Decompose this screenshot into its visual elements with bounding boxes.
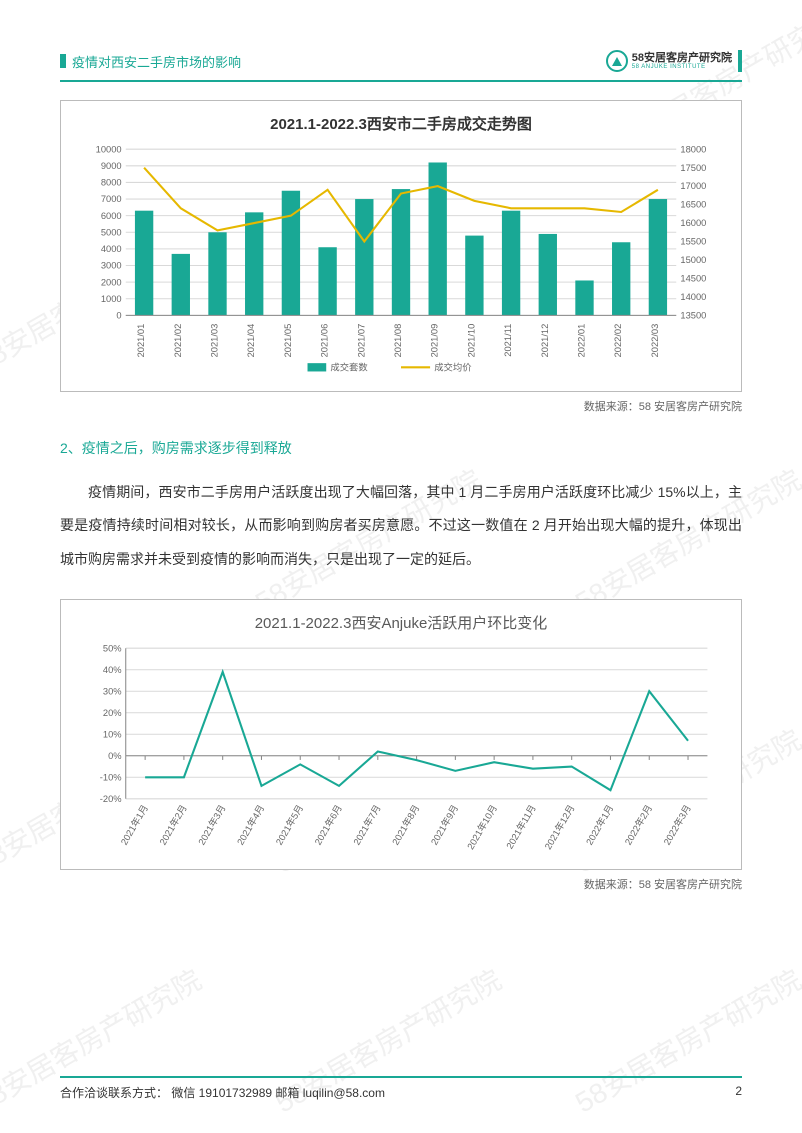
chart1-title: 2021.1-2022.3西安市二手房成交走势图: [79, 113, 723, 134]
header-title: 疫情对西安二手房市场的影响: [72, 52, 241, 71]
svg-text:18000: 18000: [680, 144, 706, 154]
svg-text:7000: 7000: [101, 194, 122, 204]
svg-text:2021年11月: 2021年11月: [504, 802, 538, 850]
svg-text:2022年1月: 2022年1月: [583, 802, 615, 846]
svg-text:成交套数: 成交套数: [330, 361, 368, 372]
svg-text:2021/12: 2021/12: [540, 324, 550, 358]
svg-text:2021年3月: 2021年3月: [196, 802, 228, 846]
svg-text:-10%: -10%: [100, 772, 122, 782]
section2-heading: 2、疫情之后，购房需求逐步得到释放: [60, 438, 742, 458]
svg-text:2021/04: 2021/04: [246, 324, 256, 358]
svg-text:2021/10: 2021/10: [466, 324, 476, 358]
chart2-container: 2021.1-2022.3西安Anjuke活跃用户环比变化 -20% -10% 0%…: [60, 599, 742, 870]
svg-text:13500: 13500: [680, 310, 706, 320]
footer-contact: 合作洽谈联系方式： 微信 19101732989 邮箱 luqilin@58.c…: [60, 1084, 385, 1101]
svg-text:8000: 8000: [101, 178, 122, 188]
svg-text:2021年2月: 2021年2月: [157, 802, 189, 846]
svg-text:2021/07: 2021/07: [356, 324, 366, 358]
svg-text:2022年2月: 2022年2月: [622, 802, 654, 846]
svg-text:15000: 15000: [680, 255, 706, 265]
svg-text:40%: 40%: [103, 664, 122, 674]
svg-text:2021年1月: 2021年1月: [118, 802, 150, 846]
svg-text:2021年7月: 2021年7月: [351, 802, 383, 846]
svg-text:6000: 6000: [101, 211, 122, 221]
svg-text:2021/08: 2021/08: [393, 324, 403, 358]
svg-text:-20%: -20%: [100, 794, 122, 804]
svg-text:17500: 17500: [680, 163, 706, 173]
chart2-title: 2021.1-2022.3西安Anjuke活跃用户环比变化: [79, 612, 723, 633]
footer-page-number: 2: [735, 1084, 742, 1101]
svg-text:10%: 10%: [103, 729, 122, 739]
logo-text-en: 58 ANJUKE INSTITUTE: [632, 64, 732, 70]
svg-text:0: 0: [116, 310, 121, 320]
svg-text:2000: 2000: [101, 277, 122, 287]
svg-text:2022/03: 2022/03: [650, 324, 660, 358]
brand-logo: 58安居客房产研究院 58 ANJUKE INSTITUTE: [606, 50, 742, 72]
svg-text:14500: 14500: [680, 274, 706, 284]
chart1-source: 数据来源：58 安居客房产研究院: [60, 398, 742, 414]
header-accent-bar: [60, 54, 66, 68]
svg-text:16500: 16500: [680, 200, 706, 210]
chart2-source: 数据来源：58 安居客房产研究院: [60, 876, 742, 892]
svg-text:成交均价: 成交均价: [434, 361, 472, 372]
svg-text:14000: 14000: [680, 292, 706, 302]
svg-text:30%: 30%: [103, 686, 122, 696]
svg-text:3000: 3000: [101, 261, 122, 271]
svg-text:17000: 17000: [680, 181, 706, 191]
svg-text:2021/01: 2021/01: [136, 324, 146, 358]
svg-text:2021/09: 2021/09: [430, 324, 440, 358]
svg-text:2022年3月: 2022年3月: [661, 802, 693, 846]
svg-text:2021年6月: 2021年6月: [312, 802, 344, 846]
svg-text:2021年9月: 2021年9月: [428, 802, 460, 846]
svg-text:1000: 1000: [101, 294, 122, 304]
header-divider: [60, 80, 742, 82]
svg-text:0%: 0%: [108, 751, 121, 761]
svg-text:2021年12月: 2021年12月: [542, 802, 576, 851]
svg-text:10000: 10000: [96, 144, 122, 154]
svg-text:2022/02: 2022/02: [613, 324, 623, 358]
svg-text:5000: 5000: [101, 227, 122, 237]
page-footer: 合作洽谈联系方式： 微信 19101732989 邮箱 luqilin@58.c…: [60, 1084, 742, 1101]
body-paragraph: 疫情期间，西安市二手房用户活跃度出现了大幅回落，其中 1 月二手房用户活跃度环比…: [60, 476, 742, 577]
logo-text-cn: 58安居客房产研究院: [632, 53, 732, 64]
svg-text:2021/05: 2021/05: [283, 324, 293, 358]
chart2-svg: -20%-10%0%10%20%30%40%50%2021年1月2021年2月2…: [79, 643, 723, 861]
svg-text:2021/11: 2021/11: [503, 324, 513, 357]
svg-text:2021/03: 2021/03: [210, 324, 220, 358]
svg-text:2021年8月: 2021年8月: [390, 802, 422, 846]
svg-text:2021年10月: 2021年10月: [465, 802, 499, 851]
svg-text:2021年4月: 2021年4月: [234, 802, 266, 846]
svg-text:9000: 9000: [101, 161, 122, 171]
svg-text:2021/06: 2021/06: [320, 324, 330, 358]
svg-text:2021/02: 2021/02: [173, 324, 183, 358]
svg-text:2021年5月: 2021年5月: [273, 802, 305, 846]
chart1-svg: 0 1000 2000 3000 4000 5000 6000 7000 8000 9000 100…: [79, 144, 723, 383]
page-header: 疫情对西安二手房市场的影响 58安居客房产研究院 58 ANJUKE INSTI…: [60, 50, 742, 72]
svg-text:2022/01: 2022/01: [576, 324, 586, 358]
svg-text:15500: 15500: [680, 237, 706, 247]
logo-icon: [606, 50, 628, 72]
svg-text:4000: 4000: [101, 244, 122, 254]
svg-text:20%: 20%: [103, 708, 122, 718]
footer-divider: [60, 1076, 742, 1078]
svg-text:50%: 50%: [103, 643, 122, 653]
chart1-container: 2021.1-2022.3西安市二手房成交走势图 0 1000 2000 3000 40…: [60, 100, 742, 392]
svg-text:16000: 16000: [680, 218, 706, 228]
